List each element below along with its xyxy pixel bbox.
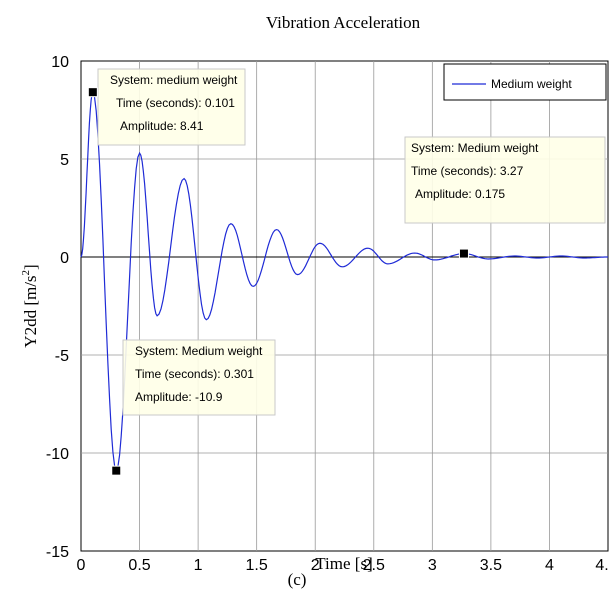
datatip[interactable]: System: Medium weight Time (seconds): 0.3… <box>111 339 276 476</box>
datatip-text: System: Medium weight <box>135 344 263 358</box>
datatip-marker[interactable] <box>87 87 98 98</box>
series-line-medium-weight <box>80 90 608 473</box>
x-axis-label: Time [s] <box>315 554 372 573</box>
x-tick-label: 2 <box>311 557 320 574</box>
y-tick-label: 0 <box>60 250 69 267</box>
y-axis-label-superscript: 2 <box>20 270 32 276</box>
y-tick-label: 10 <box>51 54 69 71</box>
legend: Medium weight <box>443 63 607 101</box>
y-tick-label: -15 <box>46 544 69 561</box>
datatip[interactable]: System: Medium weight Time (seconds): 3.2… <box>404 136 606 259</box>
y-axis-label-text: Y2dd [m/s <box>21 275 40 347</box>
x-tick-label: 3.5 <box>480 557 502 574</box>
y-tick-label: -5 <box>55 348 69 365</box>
x-axis-ticks: 0 0.5 1 1.5 2 2.5 3 3.5 4 4. <box>77 557 609 574</box>
y-tick-label: 5 <box>60 152 69 169</box>
x-tick-label: 0 <box>77 557 86 574</box>
y-axis-label: Y2dd [m/s2] <box>20 264 40 347</box>
datatip-text: Amplitude: 8.41 <box>120 119 204 133</box>
y-axis-label-close: ] <box>21 264 40 270</box>
datatip-text: Amplitude: -10.9 <box>135 390 223 404</box>
datatip[interactable]: System: medium weight Time (seconds): 0.1… <box>87 68 246 146</box>
datatip-box <box>404 136 606 224</box>
datatip-text: Time (seconds): 3.27 <box>411 164 524 178</box>
datatips: System: medium weight Time (seconds): 0.1… <box>87 68 606 476</box>
x-tick-label: 4 <box>545 557 554 574</box>
legend-box <box>443 63 607 101</box>
datatip-marker[interactable] <box>111 465 122 476</box>
chart-title: Vibration Acceleration <box>266 13 421 32</box>
datatip-box <box>122 339 276 416</box>
y-axis-ticks: 10 5 0 -5 -10 -15 <box>46 54 69 561</box>
x-tick-label: 3 <box>428 557 437 574</box>
datatip-box <box>97 68 246 146</box>
datatip-marker[interactable] <box>458 248 469 259</box>
datatip-text: Time (seconds): 0.301 <box>135 367 254 381</box>
datatip-text: System: Medium weight <box>411 141 539 155</box>
x-tick-label: 1.5 <box>246 557 268 574</box>
y-tick-label: -10 <box>46 446 69 463</box>
x-tick-label: 1 <box>194 557 203 574</box>
x-tick-label: 0.5 <box>128 557 150 574</box>
x-tick-label: 4. <box>595 557 608 574</box>
datatip-text: System: medium weight <box>110 73 238 87</box>
x-tick-label: 2.5 <box>363 557 385 574</box>
datatip-text: Time (seconds): 0.101 <box>116 96 235 110</box>
figure-caption: (c) <box>288 570 307 589</box>
legend-label: Medium weight <box>491 77 572 91</box>
datatip-text: Amplitude: 0.175 <box>415 187 505 201</box>
